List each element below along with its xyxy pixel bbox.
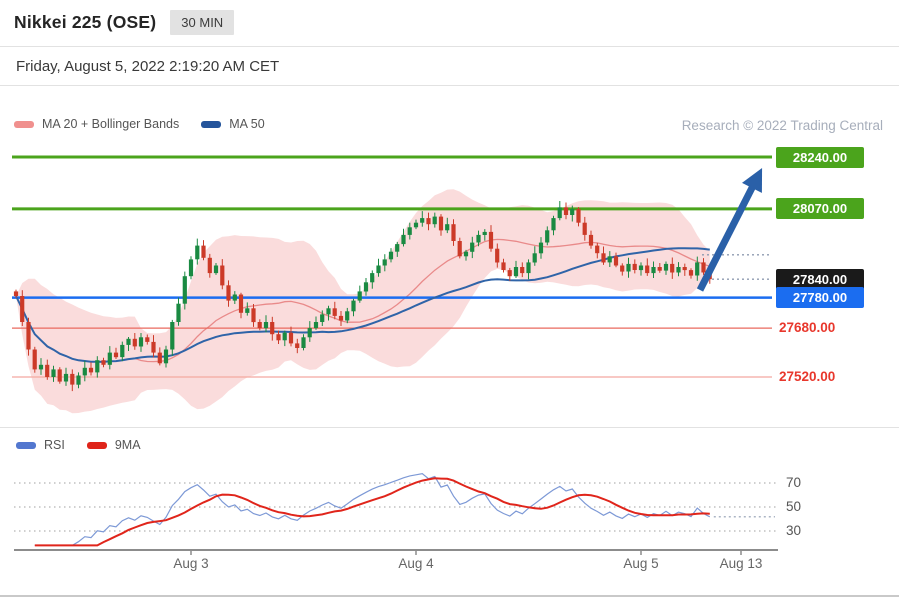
timeframe-badge: 30 MIN: [170, 10, 235, 35]
x-axis-label-aug-4: Aug 4: [398, 556, 434, 571]
ma50-swatch-icon: [201, 120, 222, 128]
divider: [0, 85, 899, 86]
x-axis-label-aug-3: Aug 3: [173, 556, 209, 571]
x-axis-label-aug-5: Aug 5: [623, 556, 659, 571]
ma20-bollinger-legend-label: MA 20 + Bollinger Bands: [42, 117, 180, 131]
rsi-panel-legend: RSI 9MA: [16, 438, 155, 452]
rsi-swatch-icon: [16, 441, 36, 449]
support-1-price-label: 27680.00: [779, 320, 836, 335]
header: Nikkei 225 (OSE) 30 MIN: [14, 10, 235, 35]
ma20-bollinger-swatch-icon: [14, 120, 34, 128]
last-price-badge: 27840.00: [776, 269, 864, 290]
support-2-price-label: 27520.00: [779, 369, 836, 384]
ma50-legend-label: MA 50: [229, 117, 265, 131]
price-chart-legend: MA 20 + Bollinger Bands MA 50: [14, 117, 279, 131]
pivot-price-badge: 27780.00: [776, 287, 864, 308]
resistance-1-price-badge: 28070.00: [776, 198, 864, 219]
rsi-gridline-label-70: 70: [786, 475, 802, 490]
nine-ma-swatch-icon: [86, 441, 107, 449]
rsi-gridline-label-50: 50: [786, 499, 802, 514]
divider: [0, 427, 899, 428]
divider: [0, 46, 899, 47]
quote-datetime: Friday, August 5, 2022 2:19:20 AM CET: [16, 58, 280, 75]
rsi-gridline-label-30: 30: [786, 523, 802, 538]
x-axis-label-aug-13: Aug 13: [719, 556, 763, 571]
research-copyright: Research © 2022 Trading Central: [681, 118, 883, 133]
rsi-legend-label: RSI: [44, 438, 65, 452]
instrument-title: Nikkei 225 (OSE): [14, 12, 157, 32]
nine-ma-legend-label: 9MA: [114, 438, 141, 452]
resistance-2-price-badge: 28240.00: [776, 147, 864, 168]
